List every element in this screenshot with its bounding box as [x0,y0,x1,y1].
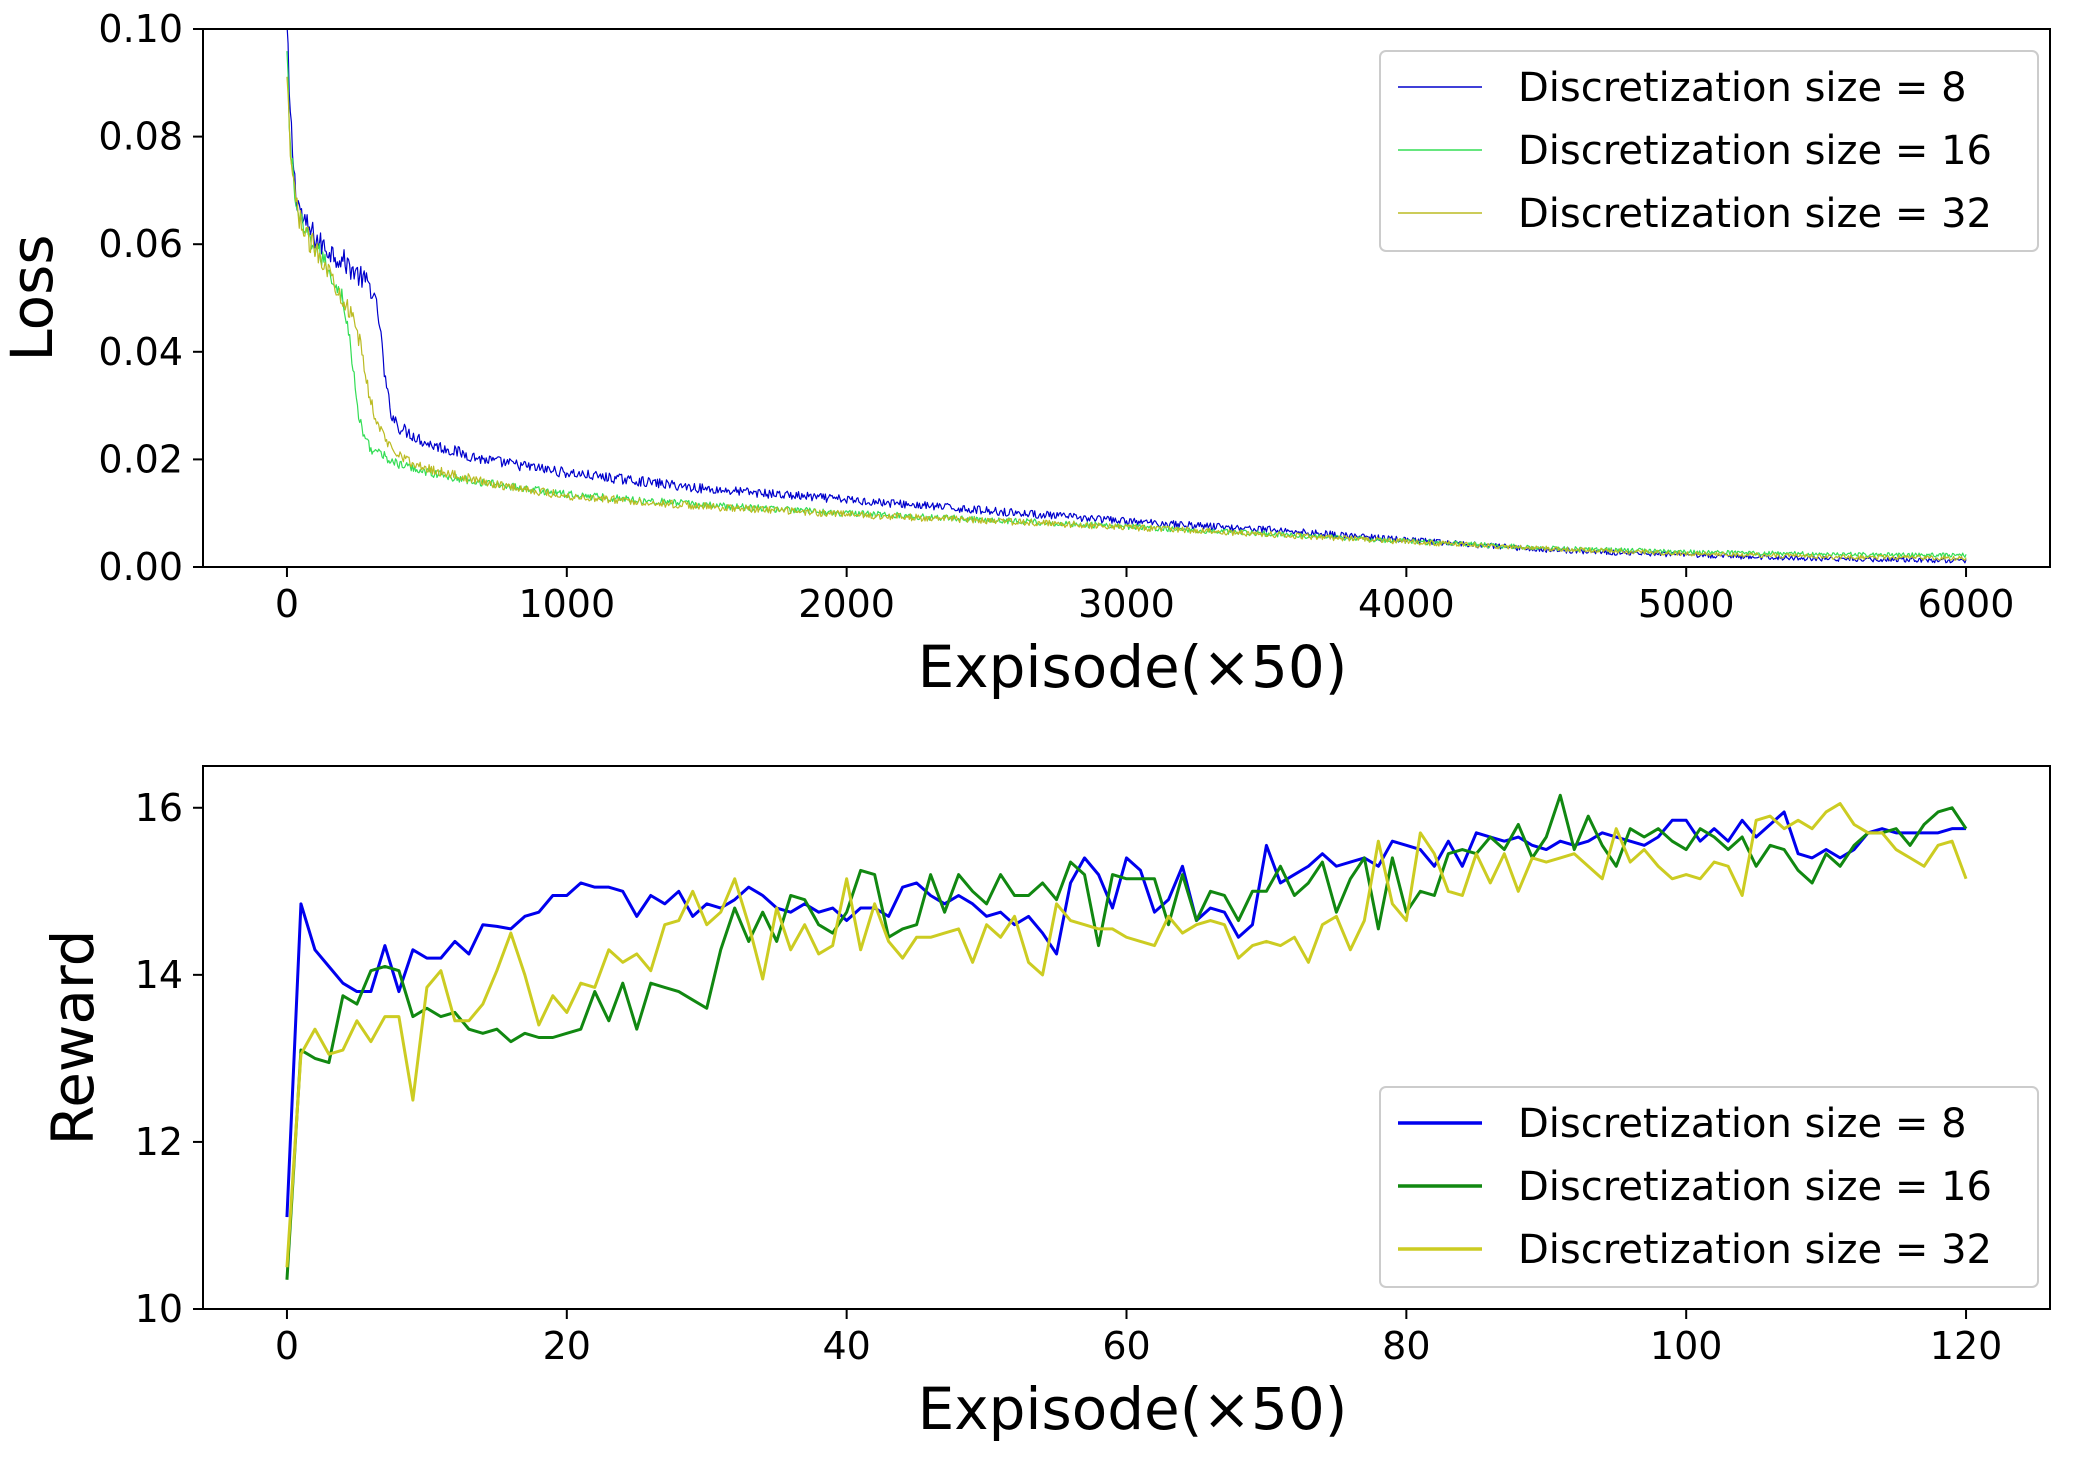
x-tick-label: 100 [1650,1324,1723,1368]
loss-chart: 0 1000 2000 3000 4000 5000 6000 0.00 0.02 0.04 0.0… [0,7,2051,701]
x-tick-label: 120 [1930,1324,2003,1368]
y-tick-label: 10 [135,1287,183,1331]
y-tick-label: 16 [135,786,183,830]
series-line-discretization-size-32 [286,76,1967,562]
x-tick-label: 6000 [1918,582,2015,626]
legend: Discretization size = 8 Discretization si… [1379,50,2039,252]
legend-label: Discretization size = 8 [1518,1101,1967,1147]
series-line-discretization-size-32 [285,802,1968,1268]
legend-label: Discretization size = 32 [1518,191,1992,237]
y-axis-label: Reward [39,930,107,1146]
x-tick-label: 0 [275,582,299,626]
series-group [286,29,1967,564]
legend: Discretization size = 8 Discretization si… [1379,1086,2039,1288]
series-line-discretization-size-8 [285,810,1967,1218]
x-tick-label: 1000 [518,582,615,626]
x-tick-label: 3000 [1078,582,1175,626]
legend-box [1379,50,2039,252]
legend-label: Discretization size = 8 [1518,65,1967,111]
legend-label: Discretization size = 16 [1518,1164,1992,1210]
y-tick-label: 0.02 [98,437,183,481]
x-tick-label: 0 [275,1324,299,1368]
legend-label: Discretization size = 16 [1518,128,1992,174]
legend-box [1379,1086,2039,1288]
y-tick-label: 14 [135,953,183,997]
series-line-discretization-size-16 [285,793,1968,1280]
y-tick-label: 12 [135,1120,183,1164]
x-tick-label: 20 [543,1324,591,1368]
x-tick-label: 2000 [798,582,895,626]
series-group [285,793,1968,1280]
y-tick-label: 0.06 [98,222,183,266]
legend-label: Discretization size = 32 [1518,1227,1992,1273]
x-tick-label: 4000 [1358,582,1455,626]
y-tick-label: 0.00 [98,545,183,589]
y-tick-label: 0.10 [98,7,183,51]
x-tick-label: 80 [1382,1324,1430,1368]
y-tick-label: 0.04 [98,330,183,374]
y-tick-label: 0.08 [98,115,183,159]
y-axis-label: Loss [0,234,66,361]
x-tick-label: 60 [1102,1324,1150,1368]
x-axis-label: Expisode(×50) [918,633,1348,701]
reward-chart: 0 20 40 60 80 100 120 10 12 14 16 Expisode(×50) Rewa… [39,765,2051,1443]
x-tick-label: 40 [822,1324,870,1368]
x-tick-label: 5000 [1638,582,1735,626]
x-axis-label: Expisode(×50) [918,1375,1348,1443]
